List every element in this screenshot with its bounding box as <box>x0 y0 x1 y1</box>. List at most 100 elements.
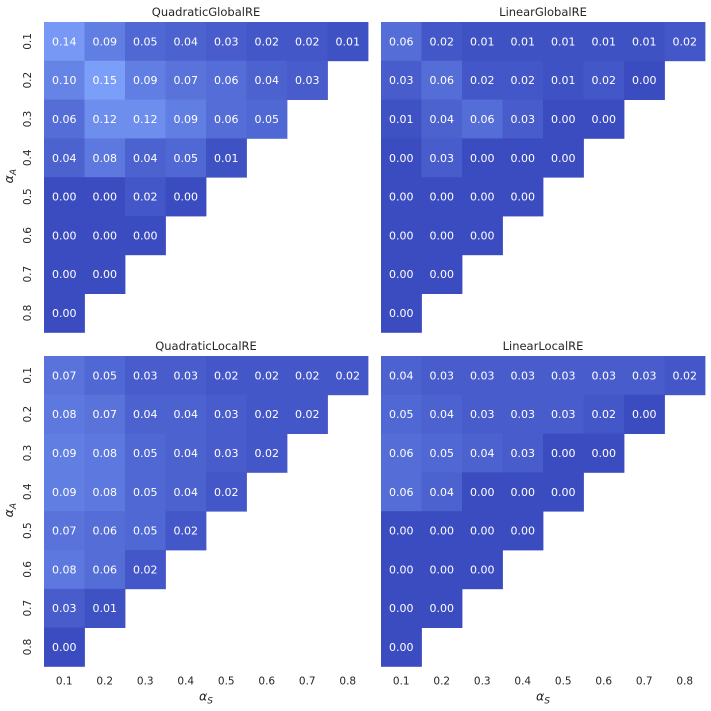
heatmap-cell <box>246 433 288 473</box>
heatmap-cell <box>287 60 328 100</box>
heatmap-cell <box>165 433 207 473</box>
heatmap-cell <box>462 99 503 139</box>
cell-value-label: 0.00 <box>389 563 414 576</box>
heatmap-cell <box>165 394 207 434</box>
cell-value-label: 0.04 <box>133 152 158 165</box>
cell-value-label: 0.04 <box>430 486 455 499</box>
heatmap-cell <box>44 433 85 473</box>
heatmap-cell <box>84 356 126 396</box>
heatmap-cell <box>583 99 625 139</box>
cell-value-label: 0.00 <box>551 113 576 126</box>
heatmap-cell <box>502 60 544 100</box>
cell-value-label: 0.04 <box>174 486 199 499</box>
cell-value-label: 0.07 <box>52 369 77 382</box>
cell-value-label: 0.02 <box>133 191 158 204</box>
heatmap-cell <box>421 433 463 473</box>
heatmap-cell <box>125 356 166 396</box>
cell-value-label: 0.05 <box>133 447 158 460</box>
cell-value-label: 0.05 <box>430 447 455 460</box>
cell-value-label: 0.08 <box>93 447 118 460</box>
heatmap-cell <box>84 216 126 256</box>
cell-value-label: 0.06 <box>430 74 455 87</box>
x-tick-label: 0.8 <box>339 675 356 687</box>
panel-title: LinearGlobalRE <box>499 5 587 19</box>
cell-value-label: 0.00 <box>470 191 495 204</box>
cell-value-label: 0.04 <box>174 408 199 421</box>
cell-value-label: 0.04 <box>430 113 455 126</box>
heatmap-panel-3: QuadraticLocalRE 0.07 0.05 0.03 0.03 0.02 0.02… <box>1 339 369 706</box>
heatmap-cell <box>381 177 422 217</box>
heatmap-cell <box>287 22 328 62</box>
heatmap-panel-4: LinearLocalRE 0.04 0.03 0.03 0.03 0.03 0.03 0.0… <box>381 339 706 706</box>
cell-value-label: 0.04 <box>174 447 199 460</box>
cell-value-label: 0.00 <box>632 74 657 87</box>
heatmap-cell <box>84 433 126 473</box>
heatmap-cell <box>462 138 503 178</box>
heatmap-cell <box>327 22 369 62</box>
cell-value-label: 0.06 <box>93 563 118 576</box>
cell-value-label: 0.01 <box>389 113 414 126</box>
y-tick-label: 0.1 <box>22 367 34 384</box>
cell-value-label: 0.03 <box>551 369 576 382</box>
cell-value-label: 0.00 <box>551 486 576 499</box>
x-tick-label: 0.2 <box>433 675 450 687</box>
y-tick-label: 0.5 <box>22 188 34 205</box>
cell-value-label: 0.02 <box>255 447 280 460</box>
cell-value-label: 0.00 <box>430 602 455 615</box>
heatmap-cell <box>381 511 422 551</box>
heatmap-cell <box>165 511 207 551</box>
heatmap-cell <box>543 138 584 178</box>
cell-value-label: 0.01 <box>93 602 118 615</box>
heatmap-cell <box>462 356 503 396</box>
cell-value-label: 0.06 <box>214 74 239 87</box>
cell-value-label: 0.01 <box>551 35 576 48</box>
cell-value-label: 0.05 <box>133 486 158 499</box>
cell-value-label: 0.00 <box>551 447 576 460</box>
heatmap-cell <box>44 60 85 100</box>
heatmap-cell <box>84 254 126 294</box>
cell-value-label: 0.02 <box>336 369 361 382</box>
heatmap-cell <box>44 216 85 256</box>
heatmap-cell <box>421 138 463 178</box>
heatmap-cell <box>44 394 85 434</box>
cell-value-label: 0.06 <box>470 113 495 126</box>
cell-value-label: 0.00 <box>389 307 414 320</box>
heatmap-cell <box>165 60 207 100</box>
cell-value-label: 0.02 <box>255 408 280 421</box>
panel-title: QuadraticLocalRE <box>155 339 257 353</box>
cell-value-label: 0.05 <box>133 35 158 48</box>
heatmap-cell <box>624 394 665 434</box>
cell-value-label: 0.00 <box>430 563 455 576</box>
cell-value-label: 0.00 <box>430 191 455 204</box>
heatmap-cell <box>462 433 503 473</box>
x-tick-label: 0.6 <box>595 675 612 687</box>
heatmap-cell <box>624 22 665 62</box>
heatmap-cell <box>381 394 422 434</box>
cell-value-label: 0.01 <box>470 35 495 48</box>
cell-value-label: 0.00 <box>389 525 414 538</box>
heatmap-cell <box>44 254 85 294</box>
cell-value-label: 0.06 <box>389 447 414 460</box>
cell-value-label: 0.00 <box>389 641 414 654</box>
heatmap-cell <box>381 216 422 256</box>
y-axis-label: αA <box>1 503 19 517</box>
heatmap-cell <box>502 511 544 551</box>
heatmap-cell <box>125 138 166 178</box>
heatmap-cell <box>206 356 247 396</box>
heatmap-cell <box>84 511 126 551</box>
cell-value-label: 0.00 <box>511 525 536 538</box>
cell-value-label: 0.00 <box>52 229 77 242</box>
heatmap-cell <box>462 511 503 551</box>
heatmap-cell <box>583 60 625 100</box>
heatmap-cell <box>44 177 85 217</box>
heatmap-cell <box>287 356 328 396</box>
cell-value-label: 0.00 <box>389 152 414 165</box>
heatmap-cell <box>125 60 166 100</box>
heatmap-cell <box>84 394 126 434</box>
cell-value-label: 0.00 <box>52 641 77 654</box>
heatmap-cell <box>543 60 584 100</box>
heatmap-cell <box>543 22 584 62</box>
cell-value-label: 0.00 <box>93 229 118 242</box>
cell-value-label: 0.00 <box>470 152 495 165</box>
cell-value-label: 0.03 <box>214 447 239 460</box>
